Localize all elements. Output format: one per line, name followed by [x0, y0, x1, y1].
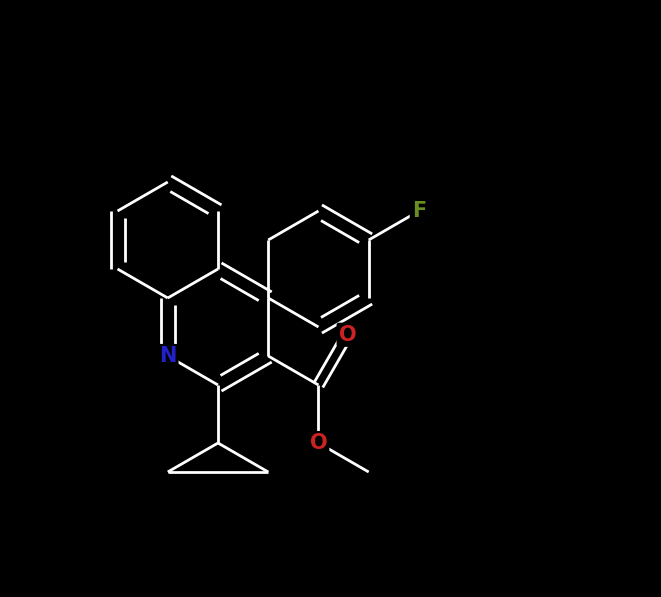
Text: N: N [159, 346, 176, 366]
Text: O: O [309, 433, 327, 453]
Text: O: O [338, 325, 356, 345]
Text: F: F [412, 201, 426, 221]
